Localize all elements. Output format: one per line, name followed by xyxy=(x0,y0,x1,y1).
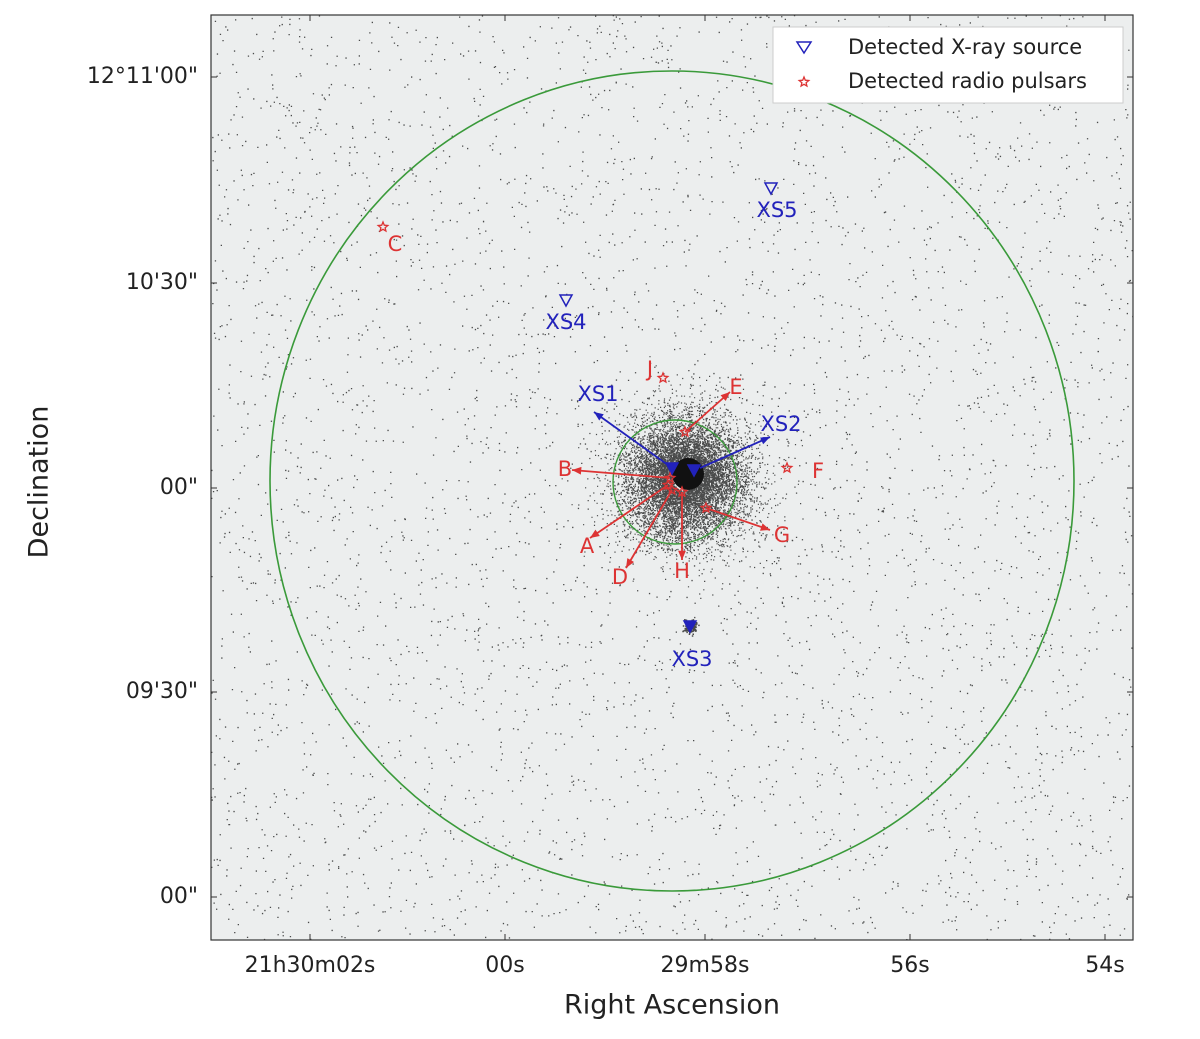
arrow xyxy=(571,469,671,479)
annotations: XS1 XS2 XS3 XS4 XS5 A B C D E F G H J xyxy=(376,182,824,671)
arrow xyxy=(705,507,771,531)
xray-marker xyxy=(664,462,680,476)
xray-label: XS2 xyxy=(760,412,801,436)
y-axis-title: Declination xyxy=(24,406,55,559)
pulsar-marker xyxy=(656,371,670,384)
pulsar-label: C xyxy=(388,232,403,256)
x-tick-label: 54s xyxy=(1085,953,1124,978)
xray-label: XS3 xyxy=(671,647,712,671)
arrow xyxy=(589,484,669,539)
pulsar-label: H xyxy=(674,559,690,583)
pulsar-marker xyxy=(780,461,794,474)
legend-label: Detected X-ray source xyxy=(848,35,1082,59)
pulsar-marker xyxy=(699,501,713,514)
arrow-head xyxy=(594,412,604,421)
xray-marker xyxy=(558,294,574,308)
pulsar-marker xyxy=(665,483,679,496)
arrow-head xyxy=(590,529,600,538)
core-circle xyxy=(612,419,738,545)
arrow xyxy=(625,489,673,569)
xray-label: XS4 xyxy=(545,310,586,334)
pulsar-label: B xyxy=(558,457,572,481)
legend-label: Detected radio pulsars xyxy=(848,69,1087,93)
legend-box xyxy=(772,26,1124,104)
x-tick-label: 56s xyxy=(890,953,929,978)
xray-marker xyxy=(763,182,779,196)
y-tick-label: 10'30" xyxy=(126,270,198,295)
half-light-circle xyxy=(269,70,1075,892)
arrow-head xyxy=(678,550,686,560)
arrow-head xyxy=(760,523,770,531)
x-axis-title: Right Ascension xyxy=(564,990,780,1021)
pulsar-marker xyxy=(663,471,677,484)
y-tick-label: 00" xyxy=(160,475,198,500)
pulsar-marker xyxy=(376,220,390,233)
xray-label: XS5 xyxy=(756,198,797,222)
xray-marker xyxy=(686,464,702,478)
pulsar-label: D xyxy=(612,565,628,589)
legend-star xyxy=(797,75,811,88)
y-tick-label: 00" xyxy=(160,884,198,909)
arrow-head xyxy=(760,437,770,445)
pulsar-marker xyxy=(678,425,692,438)
arrow-head xyxy=(572,466,582,475)
xray-label: XS1 xyxy=(577,382,618,406)
x-tick-label: 29m58s xyxy=(661,953,750,978)
arrow xyxy=(593,411,669,466)
pulsar-label: E xyxy=(729,375,742,399)
x-tick-label: 00s xyxy=(485,953,524,978)
y-tick-label: 09'30" xyxy=(126,679,198,704)
legend-triangle xyxy=(795,41,813,55)
xray-marker xyxy=(682,620,698,634)
arrow xyxy=(699,436,771,469)
x-tick-label: 21h30m02s xyxy=(245,953,376,978)
pulsar-label: A xyxy=(580,534,595,558)
photon-dots xyxy=(211,15,1133,940)
y-tick-label: 12°11'00" xyxy=(87,64,198,89)
arrow-head xyxy=(720,392,730,402)
plot-frame xyxy=(210,14,1134,941)
pulsar-marker xyxy=(661,478,675,491)
arrow xyxy=(684,391,731,433)
pulsar-label: G xyxy=(774,523,790,547)
arrow-head xyxy=(626,558,635,568)
pulsar-label: F xyxy=(812,459,824,483)
legend: Detected X-ray source Detected radio pul… xyxy=(772,26,1124,104)
pulsar-label: J xyxy=(645,357,653,381)
